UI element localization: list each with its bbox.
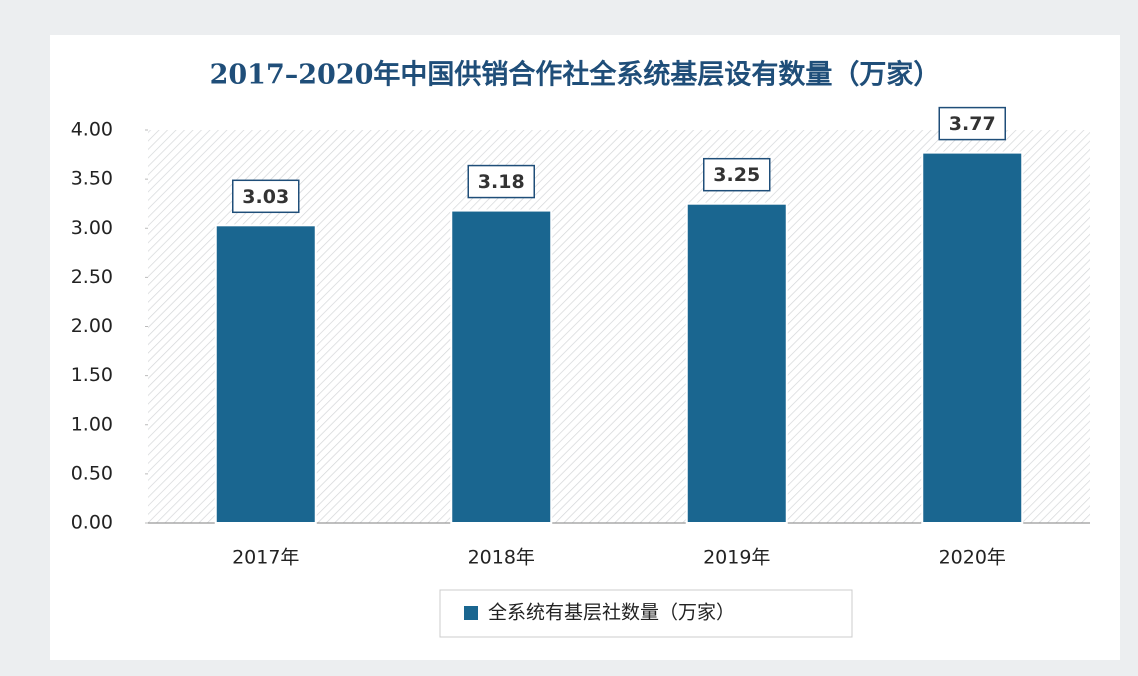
bar <box>214 224 317 525</box>
x-tick-label: 2020年 <box>939 547 1006 569</box>
y-tick-label: 3.00 <box>71 217 113 239</box>
value-label-box <box>232 179 300 214</box>
chart-title: 2017–2020年中国供销合作社全系统基层设有数量（万家） <box>210 59 941 91</box>
value-label: 3.77 <box>949 113 996 135</box>
x-tick-label: 2019年 <box>703 547 770 569</box>
y-tick-label: 2.50 <box>71 266 113 288</box>
bar <box>685 202 788 524</box>
value-label-box <box>938 106 1006 141</box>
x-tick-label: 2017年 <box>232 547 299 569</box>
legend-swatch <box>464 606 478 620</box>
y-tick-label: 1.50 <box>71 364 113 386</box>
legend-box <box>439 589 853 638</box>
y-tick-label: 2.00 <box>71 315 113 337</box>
value-label-box <box>467 164 535 199</box>
value-label: 3.03 <box>242 186 289 208</box>
legend-label: 全系统有基层社数量（万家） <box>488 602 735 624</box>
value-label-box <box>703 157 771 192</box>
y-tick-label: 0.00 <box>71 512 113 534</box>
bar <box>450 209 553 524</box>
value-label: 3.25 <box>713 164 760 186</box>
bar <box>921 151 1024 524</box>
x-tick-label: 2018年 <box>468 547 535 569</box>
value-label: 3.18 <box>478 171 525 193</box>
y-tick-label: 4.00 <box>71 119 113 141</box>
y-tick-label: 1.00 <box>71 413 113 435</box>
y-tick-label: 3.50 <box>71 168 113 190</box>
y-tick-label: 0.50 <box>71 462 113 484</box>
